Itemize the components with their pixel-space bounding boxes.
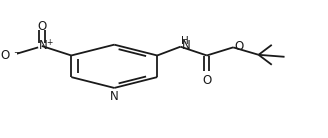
Text: O: O <box>0 49 9 62</box>
Text: O: O <box>234 40 243 53</box>
Text: O: O <box>37 20 47 33</box>
Text: O: O <box>202 74 212 87</box>
Text: N: N <box>110 90 119 103</box>
Text: N: N <box>39 39 48 52</box>
Text: −: − <box>13 48 20 57</box>
Text: +: + <box>47 38 53 47</box>
Text: H: H <box>181 36 189 46</box>
Text: N: N <box>181 39 190 52</box>
